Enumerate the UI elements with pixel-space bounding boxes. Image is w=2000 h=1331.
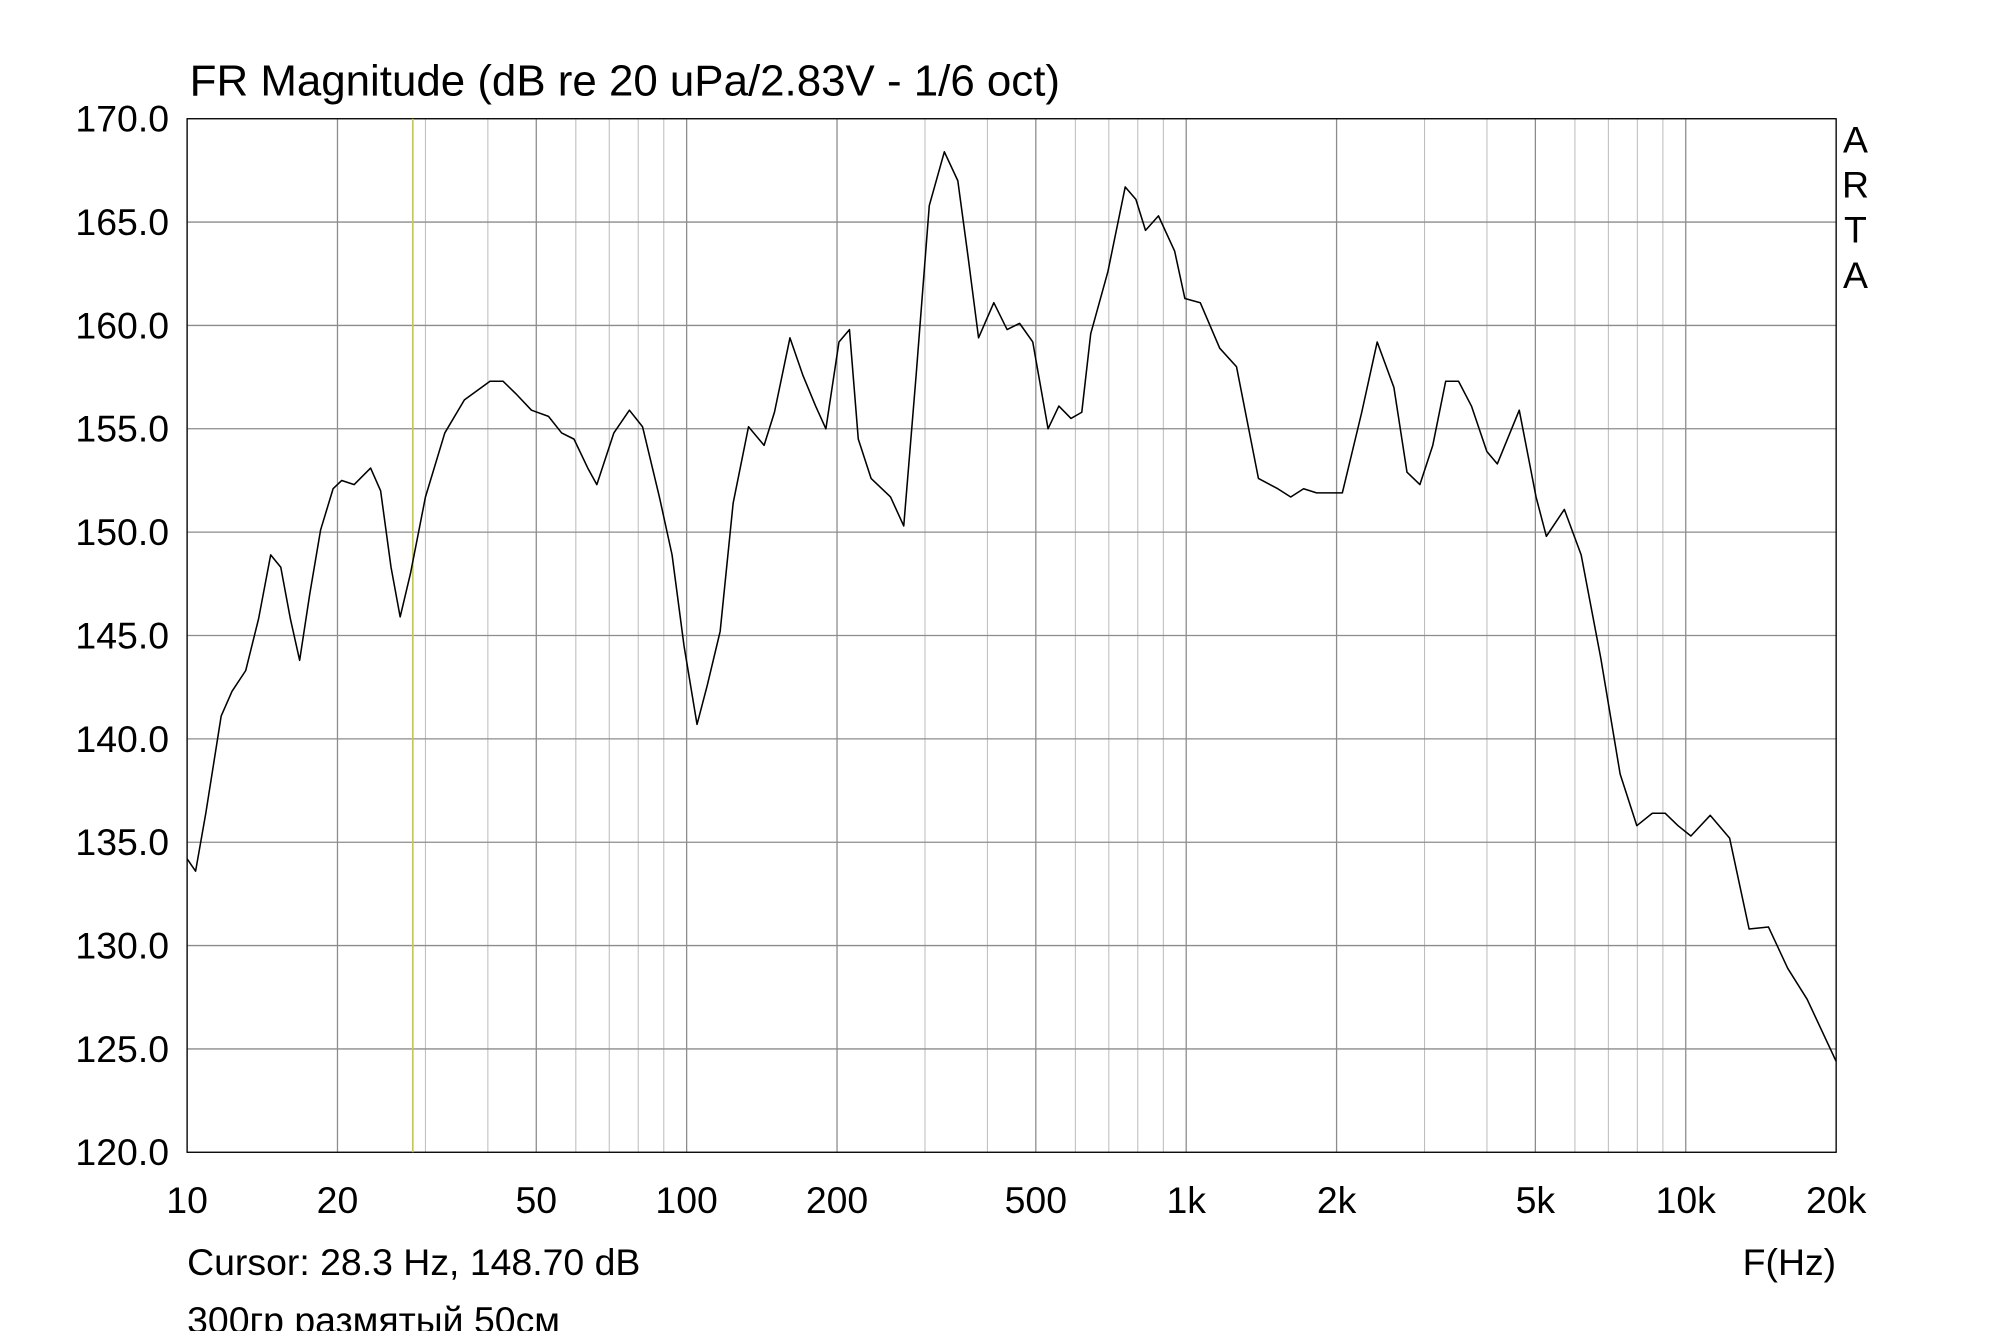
- y-tick-label: 140.0: [75, 718, 169, 760]
- plot-frame: [186, 118, 1837, 1153]
- x-tick-label: 2k: [1317, 1179, 1357, 1221]
- x-tick-label: 100: [655, 1179, 717, 1221]
- y-tick-label: 130.0: [75, 924, 169, 966]
- y-tick-label: 155.0: [75, 408, 169, 450]
- y-tick-label: 120.0: [75, 1131, 169, 1173]
- x-tick-label: 1k: [1166, 1179, 1206, 1221]
- response-curve: [186, 151, 1837, 1062]
- chart-title: FR Magnitude (dB re 20 uPa/2.83V - 1/6 o…: [190, 57, 1060, 106]
- note: 300гр размятый 50см: [187, 1299, 560, 1331]
- y-tick-label: 135.0: [75, 821, 169, 863]
- x-tick-label: 10k: [1656, 1179, 1717, 1221]
- x-tick-label: 50: [515, 1179, 557, 1221]
- y-tick-label: 165.0: [75, 201, 169, 243]
- y-tick-label: 150.0: [75, 511, 169, 553]
- x-tick-label: 5k: [1516, 1179, 1556, 1221]
- x-axis-label: F(Hz): [1743, 1241, 1836, 1283]
- cursor-readout: Cursor: 28.3 Hz, 148.70 dB: [187, 1241, 640, 1283]
- x-tick-label: 200: [806, 1179, 868, 1221]
- x-tick-label: 500: [1005, 1179, 1067, 1221]
- x-tick-label: 10: [166, 1179, 208, 1221]
- x-tick-label: 20k: [1806, 1179, 1867, 1221]
- x-tick-label: 20: [317, 1179, 359, 1221]
- y-tick-label: 160.0: [75, 304, 169, 346]
- y-tick-label: 145.0: [75, 614, 169, 656]
- y-tick-label: 170.0: [75, 98, 169, 140]
- y-tick-label: 125.0: [75, 1028, 169, 1070]
